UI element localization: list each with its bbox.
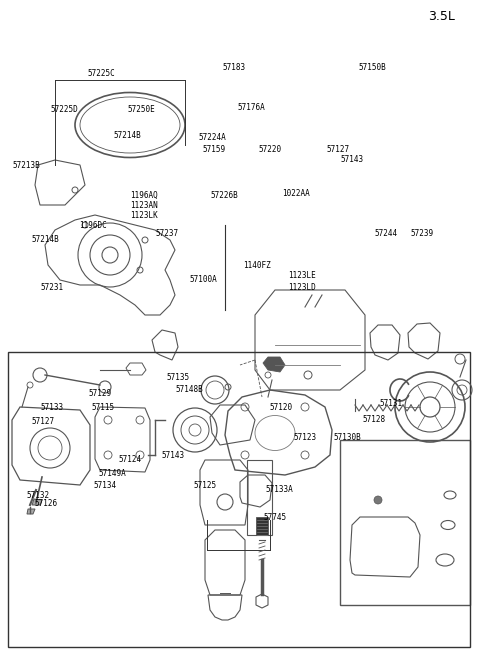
Text: 57127: 57127: [31, 417, 54, 426]
Text: 57132: 57132: [26, 491, 49, 500]
Text: 57239: 57239: [410, 229, 433, 238]
Text: 1123LK: 1123LK: [130, 210, 158, 219]
Text: 57127: 57127: [326, 145, 349, 155]
Text: 57214B: 57214B: [31, 236, 59, 244]
Text: 57225C: 57225C: [87, 69, 115, 77]
Bar: [340, 440, 470, 605]
Text: 57130B: 57130B: [333, 432, 361, 441]
Polygon shape: [263, 357, 285, 372]
Text: 57135: 57135: [166, 373, 189, 381]
Bar: [256, 517, 268, 535]
Text: 57129: 57129: [88, 388, 111, 398]
Text: 57745: 57745: [263, 512, 286, 521]
Text: 57126: 57126: [34, 498, 57, 508]
Text: 1022AA: 1022AA: [282, 189, 310, 198]
Text: 57143: 57143: [161, 451, 184, 460]
Text: 1140FZ: 1140FZ: [243, 261, 271, 269]
Text: 57133: 57133: [40, 403, 63, 411]
Text: 1196AQ: 1196AQ: [130, 191, 158, 200]
Text: 57124: 57124: [118, 455, 141, 464]
Text: 57226B: 57226B: [210, 191, 238, 200]
Text: 57250E: 57250E: [127, 105, 155, 115]
Bar: [247, 460, 272, 535]
Text: 1123AN: 1123AN: [130, 200, 158, 210]
Text: 57224A: 57224A: [198, 132, 226, 141]
Text: 57133A: 57133A: [265, 485, 293, 495]
Text: 57214B: 57214B: [113, 130, 141, 140]
Text: 57149A: 57149A: [98, 468, 126, 477]
Text: 57123: 57123: [293, 432, 316, 441]
Polygon shape: [32, 499, 42, 505]
Text: 57143: 57143: [340, 155, 363, 164]
Text: 57159: 57159: [202, 145, 225, 155]
Text: 1123LE: 1123LE: [288, 271, 316, 280]
Text: 57176A: 57176A: [237, 102, 265, 111]
Text: 57148B: 57148B: [175, 386, 203, 394]
Text: 57150B: 57150B: [358, 62, 386, 71]
Polygon shape: [27, 509, 35, 514]
Circle shape: [374, 496, 382, 504]
Text: 57225D: 57225D: [50, 105, 78, 115]
Text: 57128: 57128: [362, 415, 385, 424]
Text: 57131: 57131: [379, 398, 402, 407]
Text: 57120: 57120: [269, 403, 292, 411]
Text: 57100A: 57100A: [189, 276, 217, 284]
Text: 57231: 57231: [40, 282, 63, 291]
Text: 57237: 57237: [155, 229, 178, 238]
Text: 57220: 57220: [258, 145, 281, 155]
Bar: [8, 352, 470, 647]
Text: 3.5L: 3.5L: [428, 10, 455, 23]
Text: 57115: 57115: [91, 403, 114, 411]
Text: 1196DC: 1196DC: [79, 221, 107, 229]
Text: 57134: 57134: [93, 481, 116, 489]
Text: 1123LD: 1123LD: [288, 282, 316, 291]
Text: 57244: 57244: [374, 229, 397, 238]
Text: 57183: 57183: [222, 62, 245, 71]
Text: 57213B: 57213B: [12, 160, 40, 170]
Text: 57125: 57125: [193, 481, 216, 489]
